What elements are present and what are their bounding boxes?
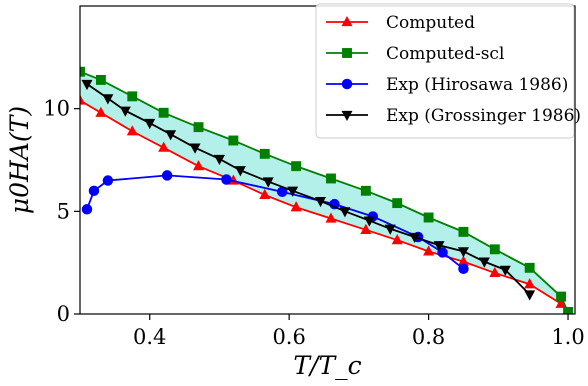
data-point [102,175,114,186]
data-point [524,278,536,289]
data-point [189,143,201,154]
legend-item-computed: Computed [326,13,475,33]
data-point [437,247,448,258]
series-computed [80,94,567,308]
data-point [339,207,351,218]
data-point [102,94,114,105]
data-point [315,196,327,208]
data-point [556,291,567,302]
data-point [457,247,469,258]
data-point [478,257,490,268]
y-tick-label: 0 [57,302,70,326]
legend-label: Exp (Hirosawa 1986) [386,75,568,95]
data-point [95,106,107,117]
legend-box [315,3,575,139]
data-point [524,262,535,273]
data-point [524,290,536,301]
legend-item-computed-scl: Computed-scl [326,44,504,64]
legend-item-exp-grossinger-1986: Exp (Grossinger 1986) [326,106,581,126]
data-point [193,122,204,133]
legend-marker [341,15,353,27]
data-point [563,306,573,314]
series-line [80,99,562,305]
data-point [228,135,239,146]
data-point [276,186,288,198]
data-point [80,94,86,105]
data-point [423,212,434,223]
series-computed-scl [80,66,573,314]
data-point [325,212,337,223]
data-point [81,204,93,215]
data-point [290,201,302,212]
data-point [259,188,271,200]
y-axis-label: μ0HA(T) [5,106,34,214]
y-tick-label: 5 [57,199,70,223]
data-point [423,245,435,256]
legend-marker [341,110,353,122]
data-point [499,265,511,276]
data-point [88,185,100,197]
data-point [433,241,445,252]
legend-label: Computed-scl [386,44,504,64]
legend-marker [342,48,352,58]
data-point [384,224,396,235]
data-point [458,226,469,237]
data-point [95,74,106,85]
data-point [360,223,372,234]
legend-label: Computed [386,13,475,33]
data-point [161,170,173,181]
data-point [213,154,225,166]
legend-label: Exp (Grossinger 1986) [386,106,581,126]
data-point [287,186,299,197]
ticks-layer: 0.4 0.6 0.8 1.0 0 5 10 [43,97,584,349]
data-point [158,141,170,152]
series-exp-hirosawa-1986 [81,170,469,275]
data-point [360,185,371,196]
data-point [80,66,85,77]
legend-item-exp-hirosawa-1986: Exp (Hirosawa 1986) [326,75,568,95]
data-point [259,148,270,159]
series-exp-grossinger-1986 [81,79,536,301]
data-point [144,118,156,130]
data-point [392,198,403,209]
data-point [119,106,131,117]
data-point [127,91,138,102]
data-point [363,216,375,227]
data-point [489,266,501,278]
legend-marker [341,78,353,90]
series-line [86,83,531,296]
data-point [409,232,421,244]
y-tick-label: 10 [43,97,70,121]
data-point [193,160,205,171]
data-point [457,255,469,266]
data-point [326,173,336,184]
data-point [126,125,138,136]
legend: Computed Computed-scl Exp (Hirosawa 1986) E… [315,3,581,139]
data-point [291,161,302,172]
x-tick-label: 1.0 [551,325,584,349]
data-point [165,130,177,141]
data-point [81,79,93,91]
x-tick-label: 0.6 [272,325,305,349]
data-point [221,174,232,185]
data-point [555,297,567,308]
data-point [458,263,469,275]
x-tick-label: 0.8 [412,325,445,349]
x-tick-label: 0.4 [133,325,166,349]
data-point [158,107,169,118]
data-point [262,177,274,188]
data-point [234,166,246,177]
series-layer [80,66,573,314]
x-axis-label: T/T_c [293,351,361,380]
data-point [489,244,500,255]
data-point [391,234,403,245]
